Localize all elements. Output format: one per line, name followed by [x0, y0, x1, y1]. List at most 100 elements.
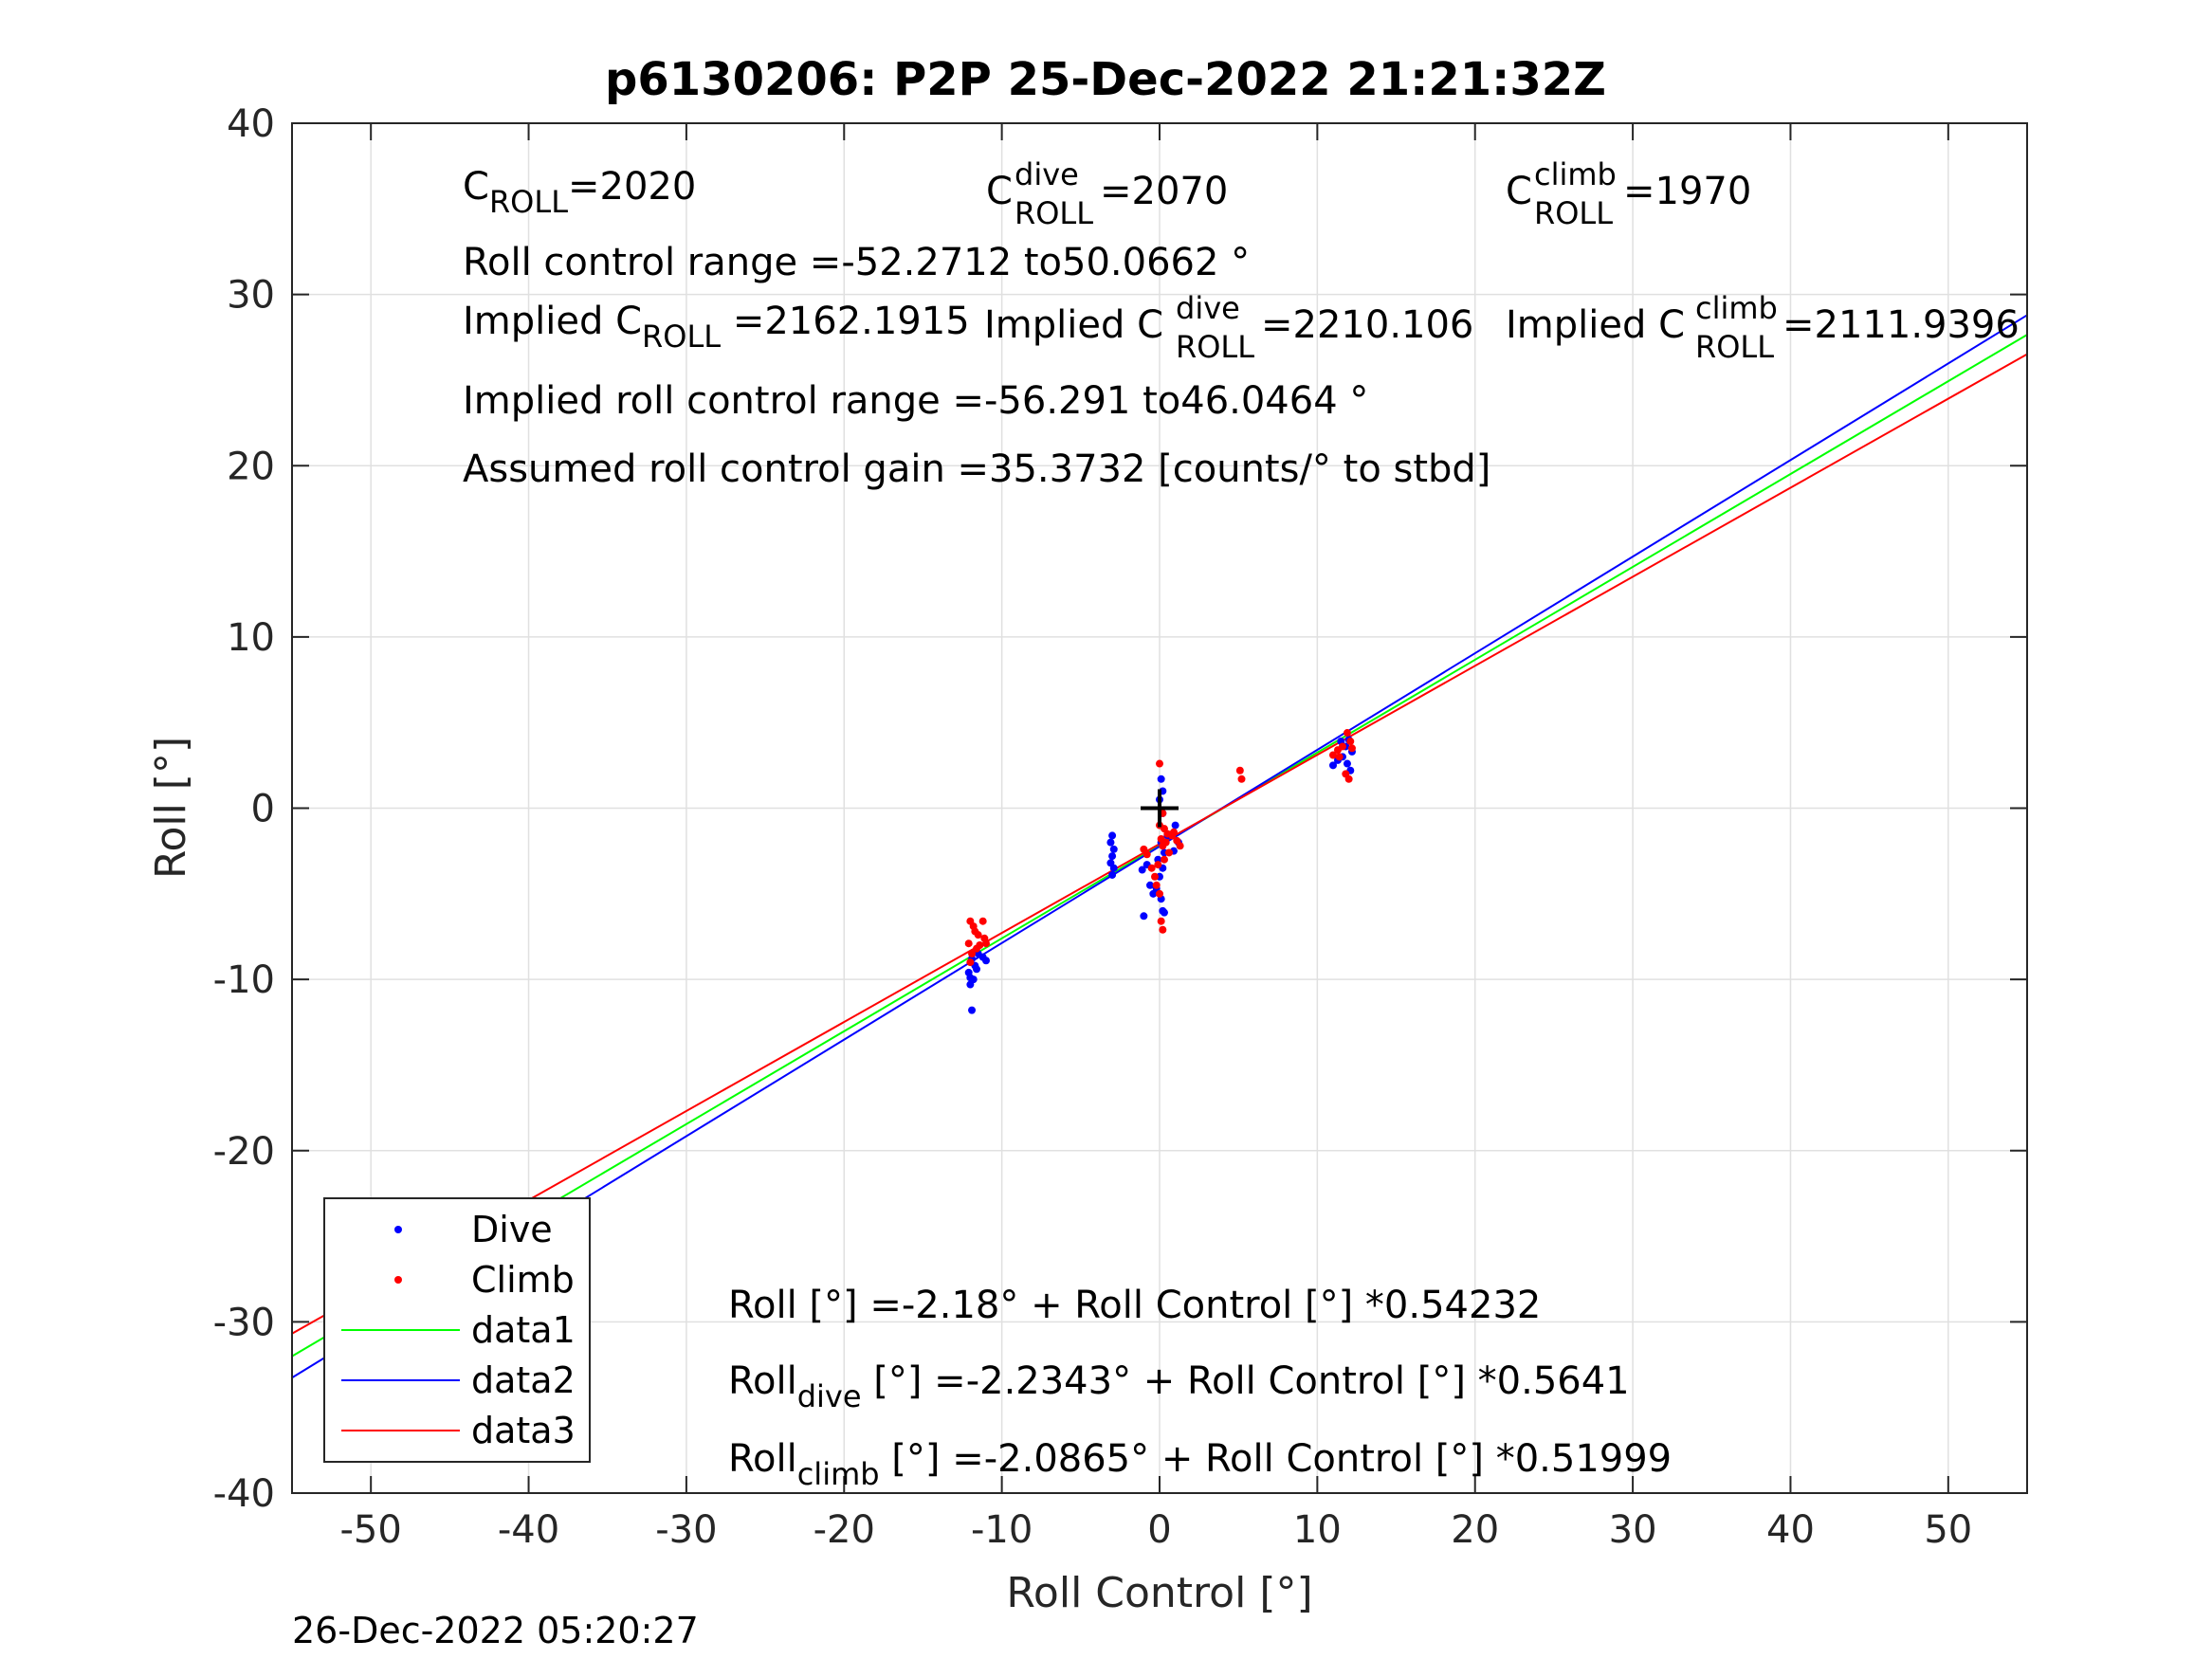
point-climb: [1160, 855, 1168, 864]
legend: Dive Climb data1 data2 data3: [323, 1197, 591, 1463]
svg-text:dive: dive: [1015, 156, 1079, 192]
svg-text:ROLL: ROLL: [1534, 195, 1613, 231]
annot-c-dive: C dive ROLL =2070: [986, 156, 1228, 231]
y-tick-label: 10: [227, 616, 275, 660]
svg-text:Implied C: Implied C: [984, 303, 1163, 347]
point-dive: [1109, 845, 1118, 853]
y-tick-label: 40: [227, 102, 275, 146]
point-climb: [1335, 753, 1344, 761]
annot-range: Roll control range =-52.2712 to50.0662 °: [463, 241, 1250, 284]
legend-label-data3: data3: [471, 1410, 576, 1451]
y-tick-label: -40: [213, 1472, 275, 1516]
svg-text:ROLL: ROLL: [1695, 329, 1774, 365]
annot-fit-dive: Rolldive [°] =-2.2343° + Roll Control [°…: [728, 1359, 1630, 1414]
point-dive: [1140, 912, 1148, 921]
point-dive: [1157, 775, 1165, 783]
point-climb: [1347, 744, 1356, 753]
y-tick-label: -20: [213, 1130, 275, 1174]
x-tick-label: 10: [1293, 1508, 1342, 1552]
point-dive: [1329, 761, 1337, 770]
point-climb: [966, 958, 975, 967]
point-dive: [1138, 866, 1146, 874]
x-tick-label: 40: [1766, 1508, 1815, 1552]
point-climb: [1156, 889, 1163, 898]
point-dive: [1171, 821, 1179, 830]
y-tick-labels: -40 -30 -20 -10 0 10 20 30 40: [213, 102, 275, 1516]
annot-implied-climb: Implied C climb ROLL =2111.9396: [1506, 290, 2020, 365]
point-climb: [968, 950, 977, 958]
annot-fit-climb: Rollclimb [°] =-2.0865° + Roll Control […: [728, 1437, 1672, 1492]
point-climb: [1164, 848, 1173, 857]
point-climb: [976, 941, 984, 949]
point-climb: [1235, 766, 1244, 775]
annot-implied-c: Implied CROLL =2162.1915: [463, 300, 970, 355]
svg-text:=2111.9396: =2111.9396: [1782, 303, 2020, 347]
point-dive: [1108, 831, 1117, 840]
y-axis-label: Roll [°]: [147, 737, 195, 879]
point-climb: [971, 927, 979, 936]
y-tick-label: -30: [213, 1301, 275, 1344]
chart-title: p6130206: P2P 25-Dec-2022 21:21:32Z: [605, 53, 1606, 106]
point-climb: [964, 939, 973, 948]
point-dive: [1146, 881, 1155, 889]
point-climb: [1329, 751, 1337, 759]
point-dive: [982, 957, 990, 965]
x-tick-label: 50: [1924, 1508, 1972, 1552]
svg-text:C: C: [986, 170, 1013, 213]
legend-marker-climb: [394, 1276, 402, 1284]
point-climb: [1346, 738, 1355, 746]
svg-text:=1970: =1970: [1623, 170, 1751, 213]
point-dive: [973, 965, 981, 974]
svg-text:climb: climb: [1534, 156, 1617, 192]
point-dive: [966, 974, 975, 982]
point-climb: [1169, 828, 1178, 836]
legend-label-data2: data2: [471, 1359, 576, 1401]
point-climb: [1151, 872, 1160, 881]
svg-text:Implied C: Implied C: [1506, 303, 1685, 347]
point-dive: [1108, 852, 1117, 861]
point-dive: [1106, 838, 1115, 847]
y-tick-label: 30: [227, 274, 275, 318]
footer-timestamp: 26-Dec-2022 05:20:27: [292, 1610, 699, 1651]
point-climb: [1176, 842, 1184, 850]
annot-fit-all: Roll [°] =-2.18° + Roll Control [°] *0.5…: [728, 1284, 1541, 1327]
legend-label-dive: Dive: [471, 1209, 553, 1250]
svg-text:climb: climb: [1695, 290, 1778, 326]
annot-c-roll: CROLL=2020: [463, 165, 696, 220]
data-points: [964, 729, 1356, 1014]
point-climb: [1152, 881, 1161, 889]
axis-ticks: [292, 122, 2027, 1494]
point-climb: [1343, 729, 1351, 738]
svg-text:=2210.106: =2210.106: [1261, 303, 1473, 347]
x-tick-labels: -50 -40 -30 -20 -10 0 10 20 30 40 50: [340, 1508, 1973, 1552]
legend-marker-dive: [394, 1226, 402, 1233]
point-climb: [1157, 917, 1165, 925]
point-climb: [1159, 842, 1167, 850]
point-dive: [1159, 906, 1167, 915]
svg-text:dive: dive: [1176, 290, 1240, 326]
y-tick-label: 0: [251, 788, 275, 831]
y-tick-label: 20: [227, 445, 275, 488]
x-tick-label: 20: [1451, 1508, 1499, 1552]
x-tick-label: -20: [814, 1508, 875, 1552]
point-dive: [968, 1006, 977, 1014]
x-axis-label: Roll Control [°]: [1006, 1569, 1312, 1617]
x-tick-label: -10: [971, 1508, 1033, 1552]
annot-gain: Assumed roll control gain =35.3732 [coun…: [463, 447, 1490, 491]
point-climb: [1147, 864, 1156, 872]
point-climb: [1143, 850, 1151, 859]
point-climb: [978, 917, 987, 925]
point-climb: [980, 934, 989, 942]
svg-text:=2070: =2070: [1100, 170, 1228, 213]
x-tick-label: -30: [655, 1508, 717, 1552]
point-climb: [1338, 742, 1346, 751]
point-climb: [1156, 759, 1163, 768]
center-marker: [1141, 789, 1179, 828]
point-dive: [1343, 759, 1351, 768]
point-climb: [1344, 775, 1353, 783]
x-tick-label: -40: [498, 1508, 559, 1552]
svg-text:ROLL: ROLL: [1015, 195, 1093, 231]
legend-label-climb: Climb: [471, 1259, 575, 1301]
x-tick-label: 0: [1147, 1508, 1171, 1552]
